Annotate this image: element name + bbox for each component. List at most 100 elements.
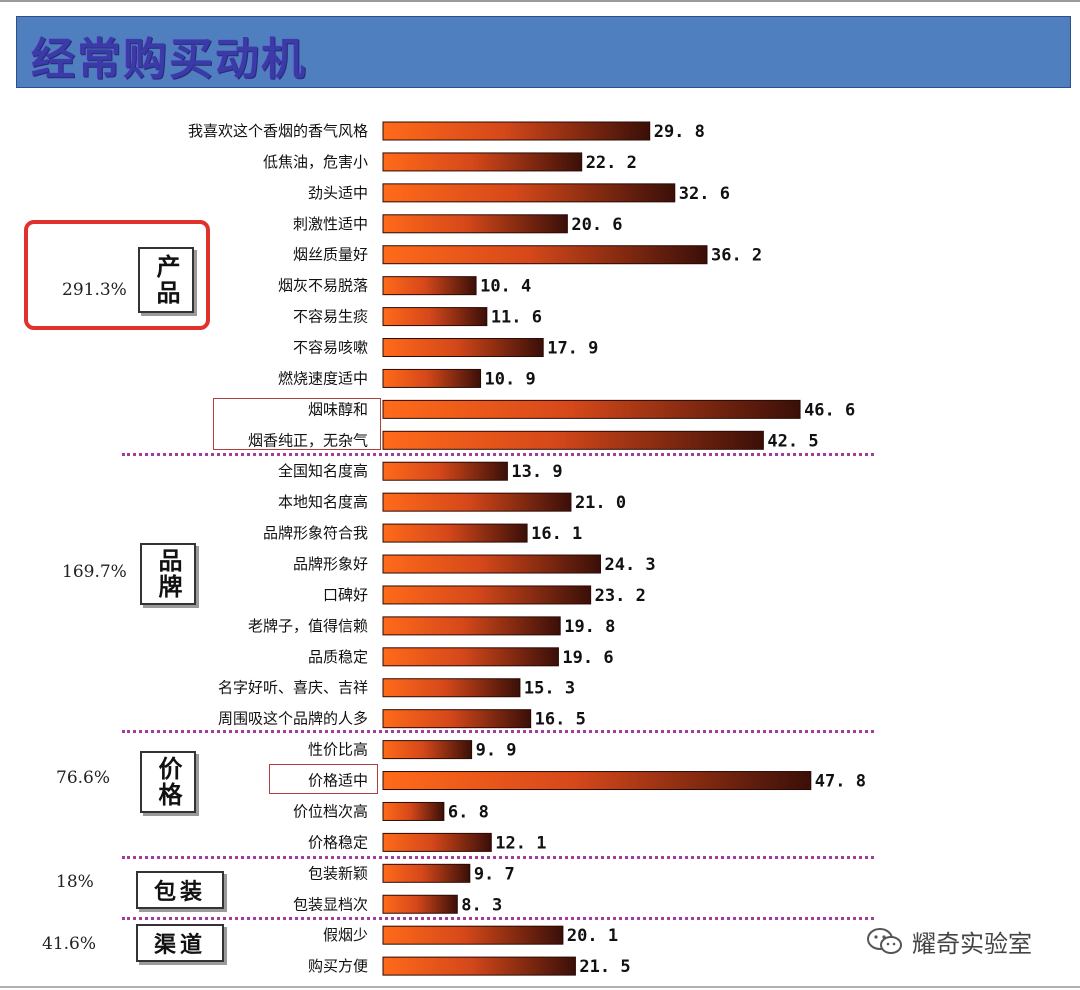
category-label: 本地知名度高 — [278, 493, 368, 511]
separator-channel — [122, 917, 874, 920]
category-label: 价格稳定 — [308, 833, 368, 851]
value-label: 19. 8 — [564, 617, 615, 637]
value-label: 17. 9 — [547, 339, 598, 359]
category-label: 燃烧速度适中 — [278, 369, 368, 387]
wechat-icon — [867, 927, 902, 954]
category-label: 周围吸这个品牌的人多 — [218, 710, 368, 728]
value-label: 32. 6 — [679, 184, 730, 204]
category-label: 口碑好 — [323, 586, 368, 604]
bar — [382, 709, 532, 729]
bar — [382, 585, 592, 605]
bar — [382, 276, 477, 296]
bar — [382, 740, 473, 760]
value-label: 6. 8 — [448, 802, 489, 822]
bar — [382, 925, 564, 945]
bar — [382, 121, 651, 141]
bar — [382, 214, 568, 234]
value-label: 29. 8 — [654, 122, 705, 142]
category-label: 购买方便 — [308, 957, 368, 975]
category-label: 劲头适中 — [308, 184, 368, 202]
group-pct-product: 291.3% — [62, 280, 127, 300]
chart-title: 经常购买动机 — [31, 34, 307, 85]
bar — [382, 554, 601, 574]
bar — [382, 152, 583, 172]
category-label: 价格适中 — [308, 772, 368, 790]
value-label: 11. 6 — [491, 308, 542, 328]
group-label-package: 包装 — [136, 871, 224, 909]
bar — [382, 832, 492, 852]
category-label: 低焦油，危害小 — [263, 153, 368, 171]
value-label: 21. 5 — [579, 957, 630, 977]
group-pct-brand: 169.7% — [62, 562, 127, 582]
bar — [382, 492, 572, 512]
watermark-text: 耀奇实验室 — [912, 930, 1032, 958]
bar — [382, 523, 528, 543]
bar — [382, 894, 458, 914]
category-label: 品质稳定 — [308, 648, 368, 666]
value-label: 23. 2 — [595, 586, 646, 606]
value-label: 10. 4 — [480, 277, 531, 297]
value-label: 16. 1 — [531, 524, 582, 544]
value-label: 47. 8 — [815, 772, 866, 792]
category-label: 刺激性适中 — [293, 215, 368, 233]
separator-package — [122, 856, 874, 859]
bar — [382, 956, 576, 976]
group-pct-package: 18% — [56, 872, 94, 892]
bar — [382, 801, 445, 821]
bar — [382, 771, 812, 791]
separator-brand — [122, 453, 874, 456]
group-pct-price: 76.6% — [56, 768, 111, 788]
bar — [382, 430, 764, 450]
category-label: 烟灰不易脱落 — [278, 277, 368, 295]
bar — [382, 338, 544, 358]
bar — [382, 368, 482, 388]
bar — [382, 678, 521, 698]
watermark: 耀奇实验室 — [866, 924, 1032, 959]
value-label: 19. 6 — [562, 648, 613, 668]
price-moderate-highlight — [269, 764, 378, 794]
value-label: 20. 1 — [567, 926, 618, 946]
taste-highlight — [213, 398, 381, 450]
value-label: 21. 0 — [575, 493, 626, 513]
category-label: 包装新颖 — [308, 864, 368, 882]
category-label: 不容易生痰 — [293, 308, 368, 326]
category-label: 价位档次高 — [293, 802, 368, 820]
bar — [382, 647, 559, 667]
value-label: 12. 1 — [495, 833, 546, 853]
title-bar: 经常购买动机 — [16, 16, 1071, 88]
top-border — [0, 0, 1080, 2]
category-label: 烟丝质量好 — [293, 246, 368, 264]
value-label: 9. 9 — [476, 741, 517, 761]
group-label-product: 产品 — [138, 247, 194, 313]
bar — [382, 399, 801, 419]
group-label-price: 价格 — [140, 751, 196, 813]
value-label: 24. 3 — [604, 555, 655, 575]
value-label: 46. 6 — [804, 400, 855, 420]
value-label: 36. 2 — [711, 246, 762, 266]
category-label: 名字好听、喜庆、吉祥 — [218, 679, 368, 697]
bar — [382, 863, 471, 883]
value-label: 10. 9 — [485, 369, 536, 389]
value-label: 9. 7 — [474, 864, 515, 884]
category-label: 烟香纯正，无杂气 — [248, 431, 368, 449]
bar — [382, 307, 488, 327]
value-label: 8. 3 — [461, 895, 502, 915]
category-label: 烟味醇和 — [308, 400, 368, 418]
value-label: 42. 5 — [767, 431, 818, 451]
bar — [382, 245, 708, 265]
category-label: 品牌形象好 — [293, 555, 368, 573]
category-label: 品牌形象符合我 — [263, 524, 368, 542]
category-label: 包装显档次 — [293, 895, 368, 913]
category-label: 全国知名度高 — [278, 462, 368, 480]
category-label: 性价比高 — [308, 741, 368, 759]
bar — [382, 616, 561, 636]
value-label: 20. 6 — [571, 215, 622, 235]
bottom-border — [0, 986, 1080, 988]
value-label: 16. 5 — [535, 710, 586, 730]
value-label: 15. 3 — [524, 679, 575, 699]
product-highlight — [24, 220, 210, 330]
value-label: 22. 2 — [586, 153, 637, 173]
bar — [382, 461, 508, 481]
category-label: 假烟少 — [323, 926, 368, 944]
